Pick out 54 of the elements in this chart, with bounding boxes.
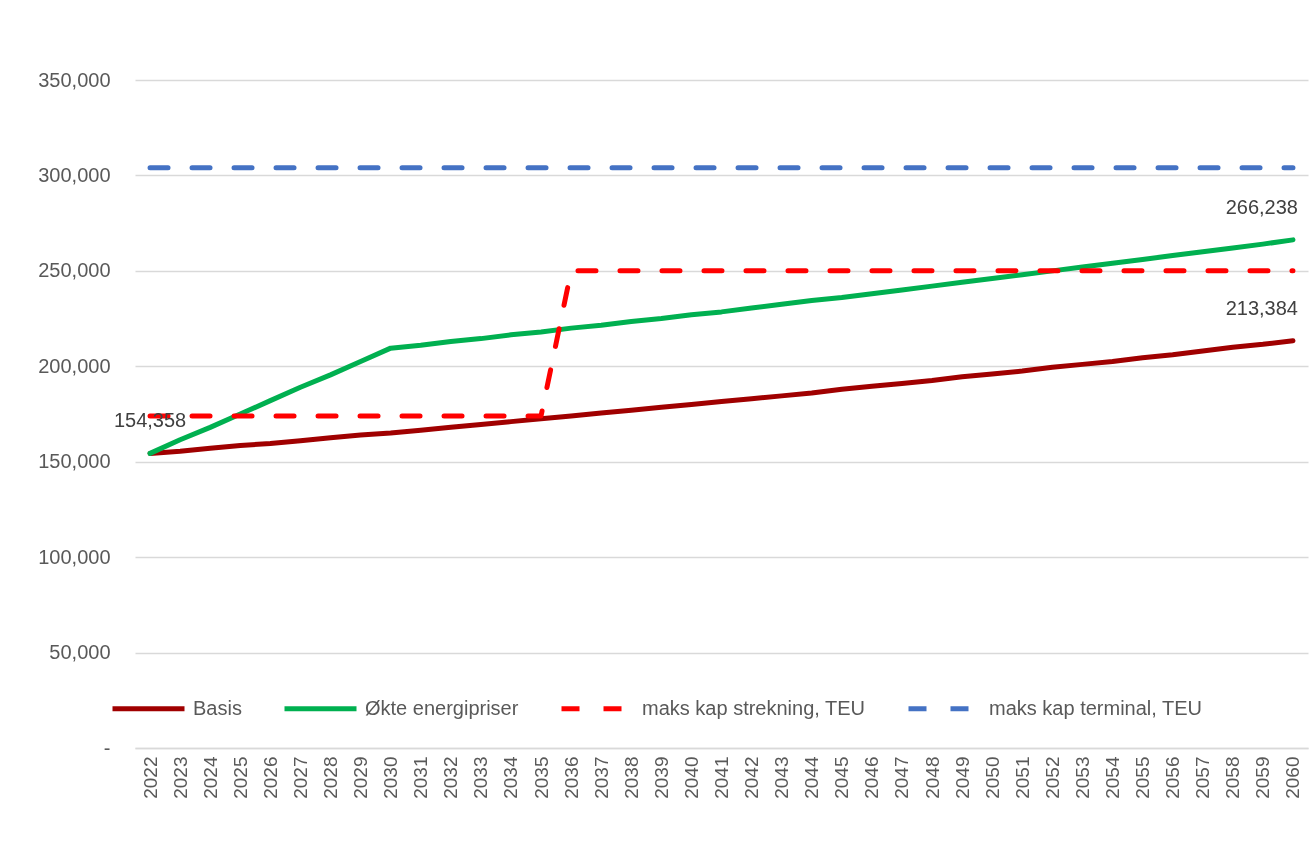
x-tick-label: 2060 (1282, 756, 1304, 799)
x-tick-label: 2047 (891, 756, 913, 799)
x-tick-label: 2040 (680, 756, 702, 799)
x-tick-label: 2049 (951, 756, 973, 799)
x-tick-label: 2046 (861, 756, 883, 799)
x-tick-label: 2056 (1162, 756, 1184, 799)
x-tick-label: 2041 (711, 756, 732, 799)
x-tick-label: 2032 (440, 756, 462, 799)
x-tick-label: 2042 (741, 756, 763, 799)
x-tick-label: 2033 (470, 756, 492, 799)
x-tick-label: 2036 (560, 756, 582, 799)
x-tick-label: 2026 (259, 756, 281, 799)
x-tick-label: 2024 (199, 756, 221, 799)
x-tick-label: 2027 (289, 756, 311, 799)
x-tick-label: 2053 (1071, 756, 1093, 799)
x-tick-label: 2059 (1252, 756, 1274, 799)
x-tick-label: 2044 (801, 756, 823, 799)
x-tick-label: 2029 (350, 756, 372, 799)
x-tick-label: 2039 (650, 756, 672, 799)
x-tick-label: 2048 (921, 756, 943, 799)
x-tick-label: 2055 (1132, 756, 1154, 799)
x-tick-label: 2058 (1222, 756, 1244, 799)
y-tick-label: 50,000 (49, 641, 111, 664)
legend-label: maks kap terminal, TEU (989, 696, 1203, 719)
x-tick-label: 2037 (590, 756, 612, 799)
data-label: 213,384 (1225, 296, 1298, 319)
x-tick-label: 2045 (831, 756, 853, 799)
x-tick-label: 2050 (981, 756, 1003, 799)
y-tick-label: - (103, 736, 111, 759)
x-tick-label: 2054 (1102, 756, 1123, 799)
x-tick-label: 2038 (620, 756, 642, 799)
data-label: 266,238 (1225, 195, 1298, 218)
x-tick-label: 2057 (1192, 756, 1214, 799)
x-tick-label: 2051 (1011, 756, 1033, 799)
y-tick-label: 250,000 (38, 259, 111, 282)
y-tick-label: 100,000 (38, 545, 111, 568)
legend-label: Basis (193, 696, 242, 719)
x-tick-label: 2025 (229, 756, 251, 799)
y-tick-label: 200,000 (38, 354, 111, 377)
y-tick-label: 300,000 (38, 163, 111, 186)
x-tick-label: 2043 (771, 756, 793, 799)
legend-label: maks kap strekning, TEU (642, 696, 866, 719)
x-tick-label: 2023 (169, 756, 191, 799)
x-tick-label: 2035 (530, 756, 552, 799)
x-tick-label: 2028 (320, 756, 341, 799)
y-tick-label: 150,000 (38, 450, 111, 473)
x-tick-label: 2030 (380, 756, 402, 799)
legend-label: Økte energipriser (365, 696, 519, 719)
x-tick-label: 2031 (410, 756, 432, 799)
data-label: 154,358 (113, 409, 187, 432)
x-tick-label: 2034 (500, 756, 522, 799)
y-tick-label: 350,000 (38, 68, 111, 91)
x-tick-label: 2052 (1041, 756, 1063, 799)
x-tick-label: 2022 (139, 756, 161, 799)
